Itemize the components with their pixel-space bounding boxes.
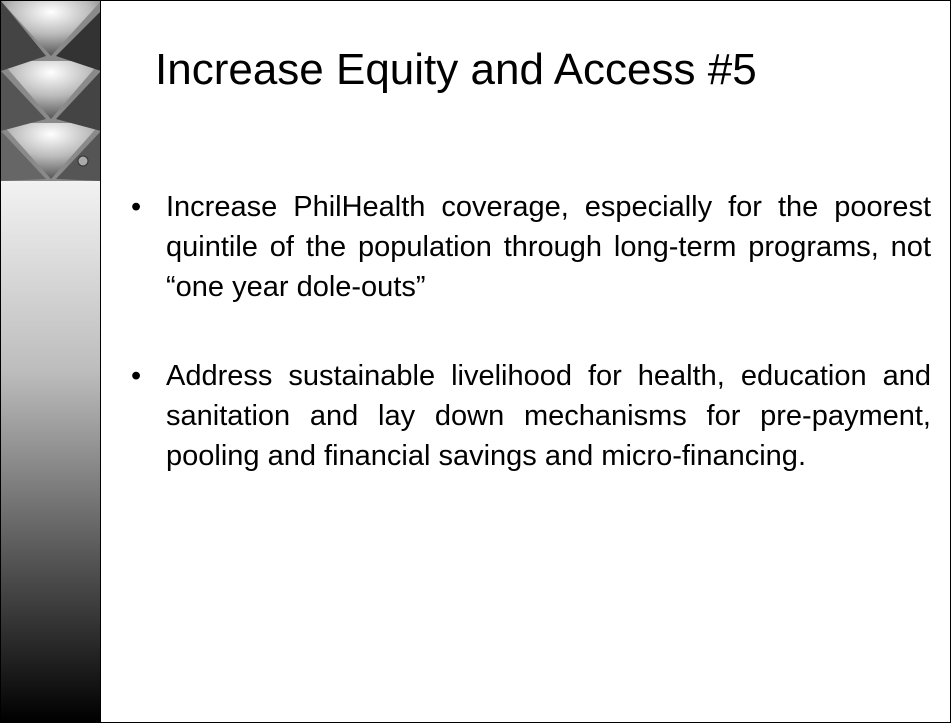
bullet-dot: • [131, 191, 142, 223]
bullet-text: Address sustainable livelihood for healt… [166, 360, 931, 472]
bullet-item: • Address sustainable livelihood for hea… [131, 356, 931, 476]
side-decoration [1, 1, 101, 722]
slide-title: Increase Equity and Access #5 [155, 45, 757, 94]
bullet-item: • Increase PhilHealth coverage, especial… [131, 187, 931, 307]
bullet-dot: • [131, 360, 142, 392]
bullet-text: Increase PhilHealth coverage, especially… [166, 191, 931, 303]
